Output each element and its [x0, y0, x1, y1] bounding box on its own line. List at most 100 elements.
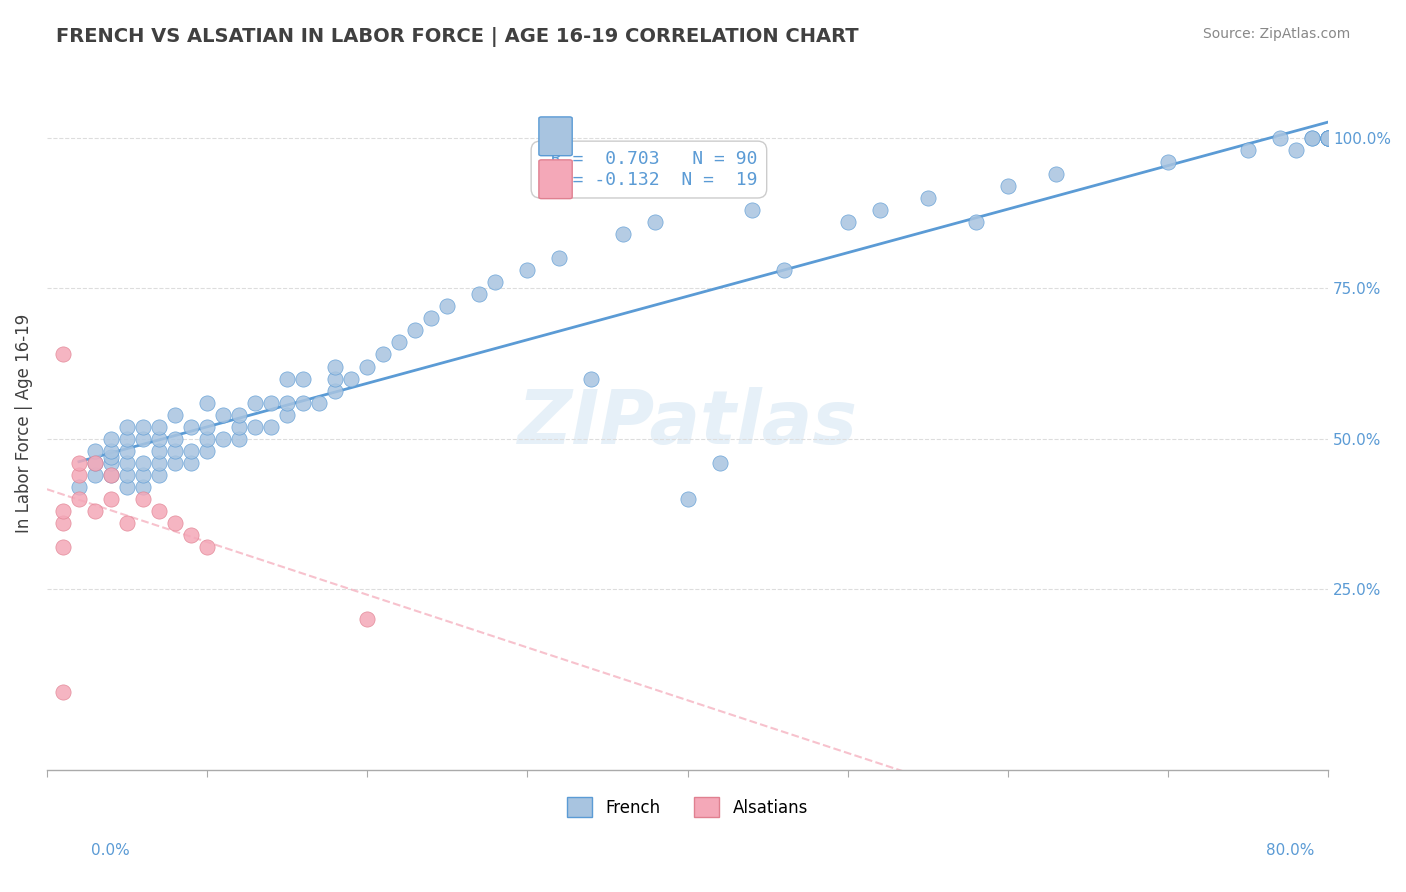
Point — [67, 467, 90, 482]
Text: ZIPatlas: ZIPatlas — [517, 387, 858, 460]
Point — [148, 432, 170, 446]
Point — [340, 371, 363, 385]
Point — [100, 467, 122, 482]
Point — [644, 215, 666, 229]
Point — [52, 516, 75, 530]
Point — [1317, 130, 1340, 145]
Point — [100, 456, 122, 470]
Point — [709, 456, 731, 470]
Point — [1268, 130, 1291, 145]
Point — [1301, 130, 1323, 145]
Point — [84, 467, 107, 482]
Point — [388, 335, 411, 350]
Point — [323, 371, 346, 385]
Point — [1317, 130, 1340, 145]
Point — [1301, 130, 1323, 145]
Point — [115, 443, 138, 458]
Point — [260, 395, 283, 409]
Point — [1317, 130, 1340, 145]
Point — [195, 432, 218, 446]
Point — [163, 516, 186, 530]
Point — [100, 491, 122, 506]
Point — [132, 467, 155, 482]
Point — [100, 450, 122, 464]
Point — [132, 419, 155, 434]
Point — [228, 432, 250, 446]
Legend: French, Alsatians: French, Alsatians — [561, 790, 814, 824]
Point — [84, 456, 107, 470]
Point — [180, 443, 202, 458]
Point — [1237, 143, 1260, 157]
Point — [356, 359, 378, 374]
Point — [323, 384, 346, 398]
Point — [180, 456, 202, 470]
FancyBboxPatch shape — [538, 117, 572, 156]
Point — [132, 432, 155, 446]
Point — [1285, 143, 1308, 157]
Point — [276, 371, 298, 385]
Point — [148, 467, 170, 482]
Point — [148, 419, 170, 434]
Point — [52, 684, 75, 698]
Point — [148, 456, 170, 470]
Point — [115, 480, 138, 494]
Point — [212, 408, 235, 422]
Point — [869, 202, 891, 217]
Point — [741, 202, 763, 217]
Point — [260, 419, 283, 434]
Point — [276, 395, 298, 409]
Point — [548, 251, 571, 265]
Point — [837, 215, 859, 229]
Point — [195, 419, 218, 434]
Point — [115, 432, 138, 446]
Point — [67, 491, 90, 506]
Point — [612, 227, 634, 241]
Point — [180, 528, 202, 542]
Text: Source: ZipAtlas.com: Source: ZipAtlas.com — [1202, 27, 1350, 41]
Point — [84, 456, 107, 470]
Y-axis label: In Labor Force | Age 16-19: In Labor Force | Age 16-19 — [15, 314, 32, 533]
FancyBboxPatch shape — [538, 160, 572, 199]
Point — [228, 419, 250, 434]
Point — [195, 395, 218, 409]
Point — [180, 419, 202, 434]
Point — [484, 275, 506, 289]
Point — [163, 408, 186, 422]
Point — [1045, 167, 1067, 181]
Point — [1317, 130, 1340, 145]
Point — [1317, 130, 1340, 145]
Point — [917, 191, 939, 205]
Point — [356, 612, 378, 626]
Point — [132, 491, 155, 506]
Point — [772, 263, 794, 277]
Point — [148, 504, 170, 518]
Point — [1157, 154, 1180, 169]
Point — [373, 347, 395, 361]
Point — [581, 371, 603, 385]
Point — [195, 443, 218, 458]
Point — [115, 456, 138, 470]
Point — [52, 347, 75, 361]
Point — [163, 432, 186, 446]
Point — [228, 408, 250, 422]
Point — [997, 178, 1019, 193]
Point — [965, 215, 987, 229]
Point — [52, 504, 75, 518]
Point — [676, 491, 699, 506]
Point — [163, 456, 186, 470]
Point — [420, 311, 443, 326]
Point — [52, 540, 75, 554]
Point — [84, 504, 107, 518]
Point — [195, 540, 218, 554]
Point — [276, 408, 298, 422]
Point — [516, 263, 538, 277]
Point — [115, 419, 138, 434]
Point — [148, 443, 170, 458]
Text: 80.0%: 80.0% — [1267, 843, 1315, 858]
Text: FRENCH VS ALSATIAN IN LABOR FORCE | AGE 16-19 CORRELATION CHART: FRENCH VS ALSATIAN IN LABOR FORCE | AGE … — [56, 27, 859, 46]
Text: R =  0.703   N = 90
 R = -0.132  N =  19: R = 0.703 N = 90 R = -0.132 N = 19 — [540, 150, 758, 189]
Point — [67, 456, 90, 470]
Point — [308, 395, 330, 409]
Point — [292, 371, 315, 385]
Point — [100, 443, 122, 458]
